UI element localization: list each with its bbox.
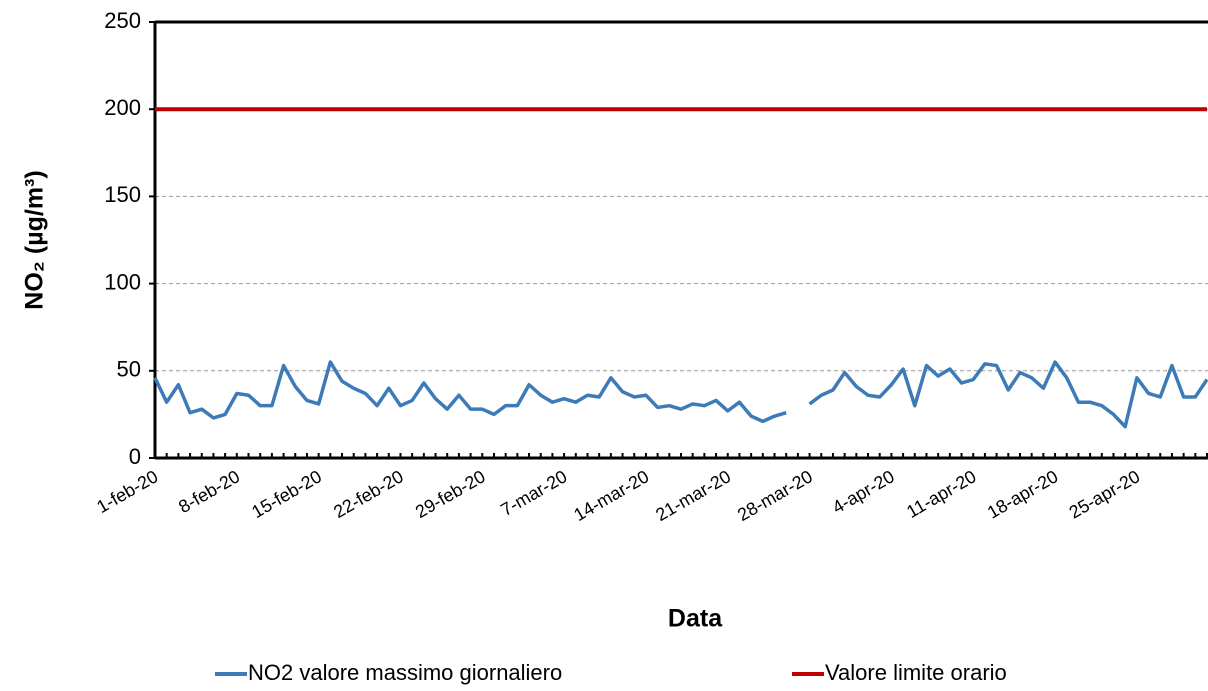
y-tick-label: 50 <box>117 357 141 382</box>
legend-label: Valore limite orario <box>825 660 1007 685</box>
data-line <box>153 360 1208 429</box>
x-axis-title: Data <box>668 605 723 633</box>
x-tick-label: 29-feb-20 <box>412 466 489 522</box>
x-tick-label: 14-mar-20 <box>570 466 652 525</box>
x-tick-label: 18-apr-20 <box>984 466 1062 522</box>
x-tick-label: 7-mar-20 <box>497 466 570 520</box>
y-tick-label: 250 <box>104 8 141 33</box>
y-tick-label: 0 <box>129 444 141 469</box>
x-tick-label: 28-mar-20 <box>734 466 816 525</box>
y-tick-label: 150 <box>104 182 141 207</box>
legend-label: NO2 valore massimo giornaliero <box>248 660 562 685</box>
y-tick-label: 200 <box>104 95 141 120</box>
y-axis-title: NO₂ (µg/m³) <box>21 170 49 309</box>
y-tick-label: 100 <box>104 269 141 294</box>
x-tick-label: 1-feb-20 <box>93 466 161 517</box>
x-tick-label: 21-mar-20 <box>652 466 734 525</box>
x-tick-label: 11-apr-20 <box>903 466 979 522</box>
x-tick-label: 25-apr-20 <box>1066 466 1144 522</box>
x-tick-label: 22-feb-20 <box>330 466 407 522</box>
x-tick-label: 4-apr-20 <box>829 466 898 517</box>
x-tick-label: 15-feb-20 <box>248 466 325 522</box>
x-tick-label: 8-feb-20 <box>175 466 243 517</box>
